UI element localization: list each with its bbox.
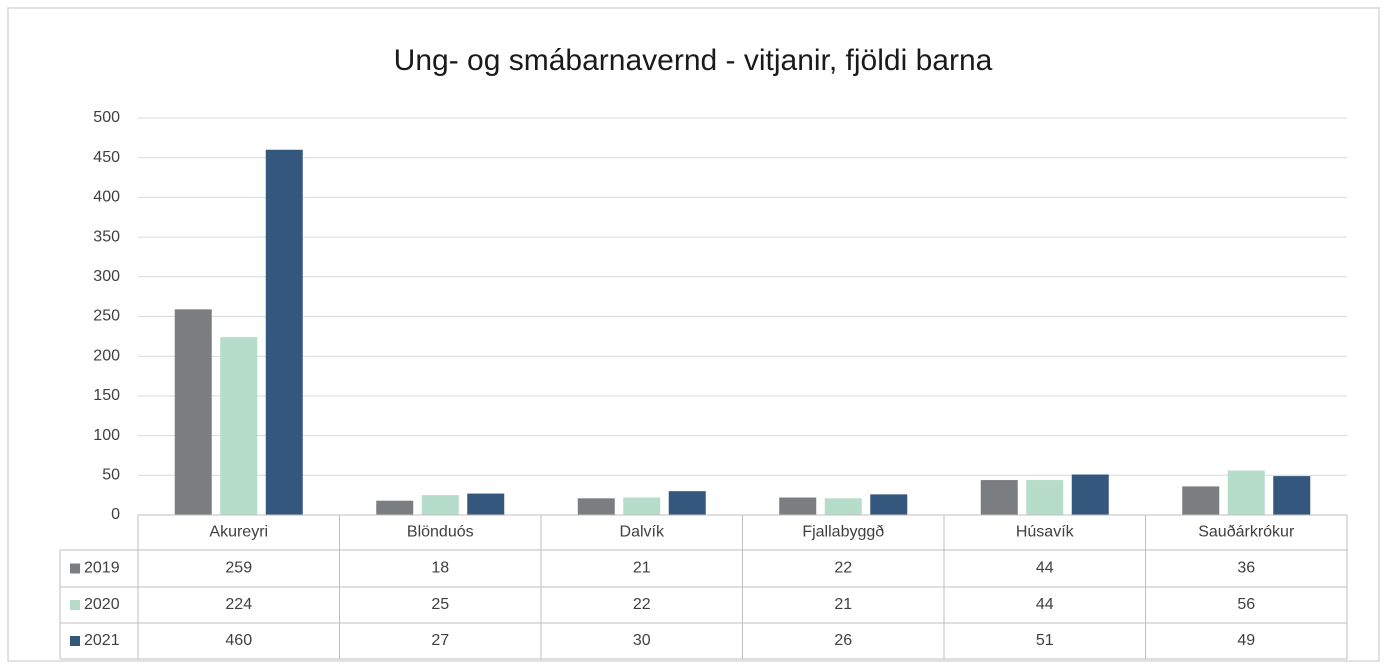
legend-label: 2021: [84, 632, 120, 649]
x-tick-label: Akureyri: [209, 524, 268, 541]
table-value: 49: [1237, 632, 1255, 649]
bar: [174, 309, 212, 515]
legend-label: 2019: [84, 560, 120, 577]
y-tick-label: 100: [93, 427, 120, 444]
table-value: 44: [1036, 596, 1054, 613]
x-tick-label: Dalvík: [620, 524, 665, 541]
bar: [1026, 480, 1064, 515]
bar: [421, 495, 459, 515]
bar: [467, 493, 505, 515]
bar: [1227, 470, 1265, 515]
bar: [1182, 486, 1220, 515]
table-value: 51: [1036, 632, 1054, 649]
x-tick-label: Blönduós: [407, 524, 474, 541]
legend-key: [70, 636, 80, 646]
y-tick-label: 250: [93, 308, 120, 325]
table-value: 18: [431, 560, 449, 577]
legend-label: 2020: [84, 596, 120, 613]
y-tick-label: 500: [93, 109, 120, 126]
x-tick-label: Fjallabyggð: [802, 524, 884, 541]
table-value: 224: [225, 596, 252, 613]
legend-key: [70, 563, 80, 574]
table-value: 259: [225, 560, 252, 577]
bar: [668, 491, 706, 515]
table-value: 21: [633, 560, 651, 577]
y-tick-label: 350: [93, 228, 120, 245]
table-value: 25: [431, 596, 449, 613]
table-value: 30: [633, 632, 651, 649]
y-tick-label: 450: [93, 149, 120, 166]
bar: [870, 494, 908, 515]
table-value: 460: [225, 632, 252, 649]
table-value: 22: [633, 596, 651, 613]
table-value: 27: [431, 632, 449, 649]
table-value: 21: [834, 596, 852, 613]
bar: [1273, 476, 1311, 515]
bar: [980, 480, 1018, 515]
bar: [376, 500, 414, 515]
table-value: 56: [1237, 596, 1255, 613]
legend-key: [70, 600, 80, 610]
y-tick-label: 400: [93, 189, 120, 206]
y-tick-label: 150: [93, 387, 120, 404]
bar: [824, 498, 862, 515]
chart-border: [7, 7, 1380, 662]
y-tick-label: 200: [93, 347, 120, 364]
bar: [779, 497, 817, 515]
y-tick-label: 50: [102, 467, 120, 484]
table-value: 22: [834, 560, 852, 577]
bar: [1071, 474, 1109, 515]
x-tick-label: Húsavík: [1016, 524, 1075, 541]
table-value: 44: [1036, 560, 1054, 577]
bar: [577, 498, 615, 515]
y-tick-label: 300: [93, 268, 120, 285]
table-value: 26: [834, 632, 852, 649]
table-value: 36: [1237, 560, 1255, 577]
bar: [220, 337, 258, 515]
y-tick-label: 0: [111, 506, 120, 523]
bar: [623, 497, 661, 515]
bar: [265, 149, 303, 515]
chart-title: Ung- og smábarnavernd - vitjanir, fjöldi…: [394, 44, 993, 77]
x-tick-label: Sauðárkrókur: [1198, 524, 1295, 541]
